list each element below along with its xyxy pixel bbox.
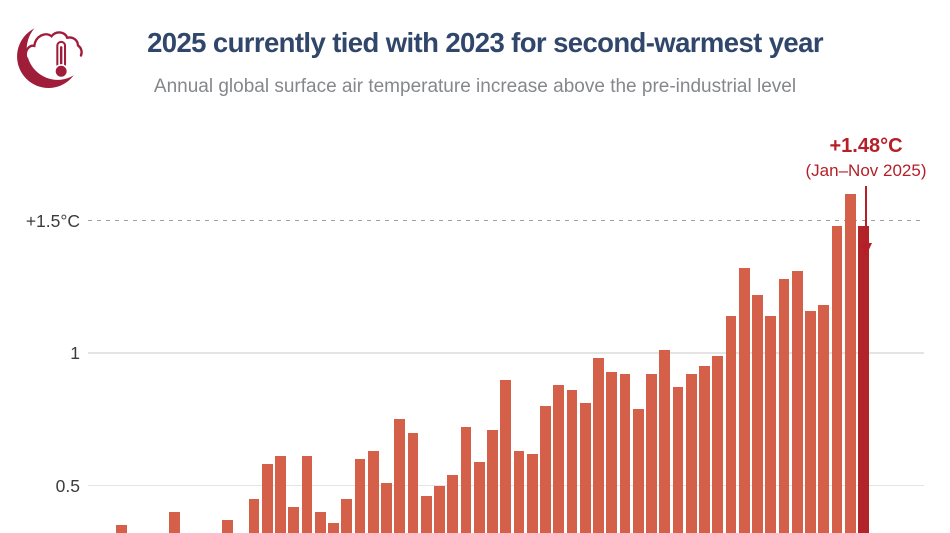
bar-2023 <box>831 225 843 533</box>
bar-2008 <box>632 408 644 533</box>
gridline-1.5 <box>88 219 924 222</box>
bar-1988 <box>367 451 379 533</box>
bar-1986 <box>341 498 353 533</box>
annotation-period: (Jan–Nov 2025) <box>805 161 927 180</box>
bar-1980 <box>261 464 273 533</box>
bar-2019 <box>778 278 790 533</box>
bar-2018 <box>765 315 777 533</box>
bar-1989 <box>381 482 392 533</box>
bar-2010 <box>659 350 671 533</box>
bar-2007 <box>619 374 631 533</box>
bar-1998 <box>500 379 512 533</box>
bar-2004 <box>579 403 591 533</box>
bar-1985 <box>328 522 339 533</box>
bar-2022 <box>818 305 830 533</box>
bar-2012 <box>685 374 697 533</box>
y-tick-label-1: 1 <box>70 343 80 363</box>
y-tick-label-1.5: +1.5°C <box>25 210 80 231</box>
bar-2011 <box>672 387 684 533</box>
bar-2024 <box>844 194 856 533</box>
bar-2003 <box>566 390 578 533</box>
bar-2014 <box>712 355 724 533</box>
logo-thermometer-bulb <box>54 64 69 79</box>
bar-1996 <box>473 461 485 533</box>
cloud-thermometer-logo-icon <box>17 19 85 88</box>
gridline-1 <box>88 352 924 354</box>
y-tick-label-0.5: 0.5 <box>55 475 80 496</box>
bar-1973 <box>169 512 180 533</box>
bar-2009 <box>646 374 657 533</box>
bar-1995 <box>460 427 472 533</box>
annotation-arrow-shaft <box>864 186 868 244</box>
bar-1994 <box>447 474 459 533</box>
bar-1982 <box>288 506 300 533</box>
bar-2025 <box>858 225 869 533</box>
bar-1987 <box>354 459 366 533</box>
bar-1990 <box>394 419 406 533</box>
bar-2001 <box>540 406 551 533</box>
bar-1991 <box>407 432 419 533</box>
bar-2013 <box>699 366 710 533</box>
page-title: 2025 currently tied with 2023 for second… <box>147 27 823 58</box>
bar-2020 <box>791 270 803 533</box>
bar-2016 <box>738 268 750 533</box>
annotation-value: +1.48°C <box>829 135 903 157</box>
bar-2000 <box>526 453 538 533</box>
bar-1992 <box>420 496 432 533</box>
bar-1983 <box>301 456 313 533</box>
bar-2002 <box>553 384 565 533</box>
bar-2006 <box>606 371 618 533</box>
bar-1969 <box>116 525 127 533</box>
highlight-annotation: +1.48°C (Jan–Nov 2025) <box>786 135 946 181</box>
annotation-arrow-head-icon <box>860 243 872 256</box>
logo-cloud-outline <box>24 31 83 59</box>
bar-2005 <box>593 358 604 533</box>
bar-1979 <box>248 498 260 533</box>
bar-1997 <box>487 429 498 533</box>
bar-1977 <box>222 519 233 533</box>
bar-1984 <box>314 512 326 533</box>
bar-1993 <box>434 485 445 533</box>
bar-2017 <box>752 294 763 533</box>
bar-1981 <box>275 456 286 533</box>
bar-2021 <box>805 310 816 533</box>
bar-1999 <box>513 451 525 533</box>
page-subtitle: Annual global surface air temperature in… <box>153 76 797 97</box>
bar-2015 <box>725 315 737 533</box>
